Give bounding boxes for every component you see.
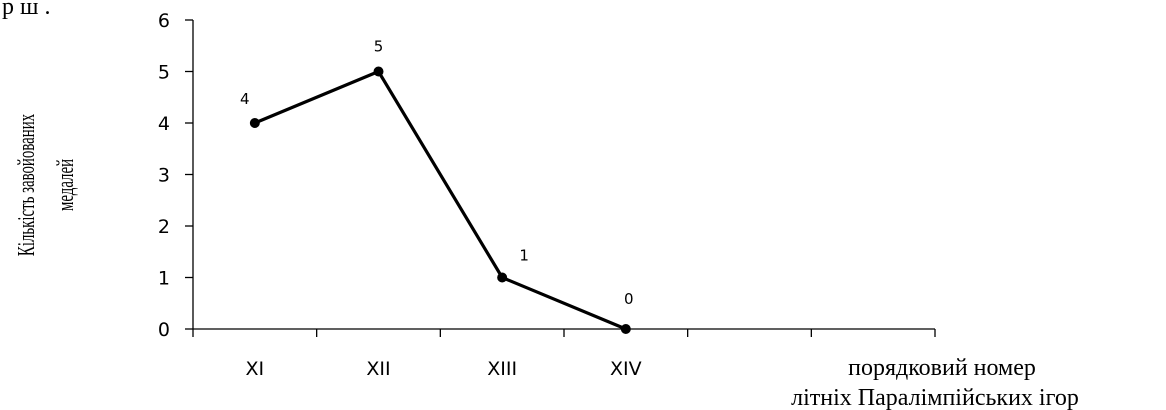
y-tick-label: 5 xyxy=(158,62,170,84)
x-tick-label: XI xyxy=(246,358,265,380)
data-label: 4 xyxy=(240,90,250,108)
y-tick-label: 2 xyxy=(158,216,170,238)
y-tick-label: 1 xyxy=(158,268,170,290)
y-axis-title-line-2: медалей xyxy=(53,159,79,211)
x-tick-label: XIV xyxy=(610,358,642,380)
data-point xyxy=(373,66,384,77)
data-point xyxy=(497,272,508,283)
data-point xyxy=(249,118,260,128)
x-axis-title: порядковий номер літніх Паралімпійських … xyxy=(791,355,1079,410)
y-tick-label: 3 xyxy=(158,165,170,187)
data-point xyxy=(620,324,631,334)
y-tick-label: 6 xyxy=(158,10,170,32)
y-tick-label: 4 xyxy=(158,113,170,135)
series-group: 4 5 1 0 xyxy=(240,38,634,334)
data-label: 1 xyxy=(519,247,529,265)
x-tick-label: XII xyxy=(366,358,390,380)
x-axis-title-line-2: літніх Паралімпійських ігор xyxy=(791,385,1079,410)
y-tick-label: 0 xyxy=(158,319,170,341)
tick-labels: 0 1 2 3 4 5 6 XI XII XIII XIV xyxy=(158,10,642,380)
x-axis-title-line-1: порядковий номер xyxy=(848,355,1036,381)
data-label: 0 xyxy=(624,290,634,308)
x-tick-label: XIII xyxy=(487,358,517,380)
y-axis-title-line-1: Кількість завойованих xyxy=(14,114,40,256)
axes xyxy=(185,19,936,337)
data-label: 5 xyxy=(374,38,384,56)
series-line xyxy=(254,69,627,331)
y-axis-title: Кількість завойованих медалей xyxy=(14,114,79,256)
top-text-fragment: р ш . xyxy=(2,0,50,20)
